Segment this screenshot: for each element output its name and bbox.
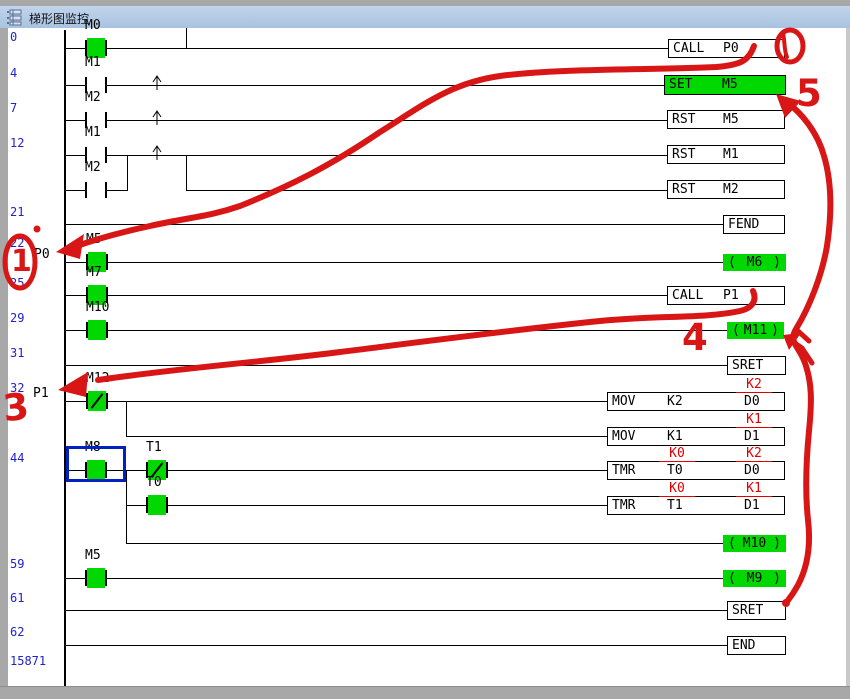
frame-right xyxy=(846,28,850,686)
contact-t0[interactable]: T0 xyxy=(146,476,168,516)
instr-sret[interactable]: SRET xyxy=(727,356,786,375)
contact-m8[interactable]: M8 xyxy=(85,441,107,481)
annotation-number-5: 5 xyxy=(796,72,822,115)
step-number: 0 xyxy=(10,30,18,44)
wire-segment xyxy=(127,155,128,191)
monitor-value: K0 xyxy=(659,446,695,462)
wire-segment xyxy=(64,262,723,263)
wire-segment xyxy=(126,470,127,544)
coil-m11[interactable]: (M11) xyxy=(727,322,784,339)
step-number: 21 xyxy=(10,205,25,219)
pointer-label-p1: P1 xyxy=(33,386,49,401)
step-number: 4 xyxy=(10,66,18,80)
wire-segment xyxy=(64,295,667,296)
contact-t1-nc[interactable]: T1 xyxy=(146,441,168,481)
instr-fend[interactable]: FEND xyxy=(723,215,785,234)
step-number: 12 xyxy=(10,136,25,150)
annotation-number-3: 3 xyxy=(0,384,31,431)
wire-segment xyxy=(64,470,607,471)
rising-edge-icon xyxy=(152,75,162,90)
instr-call-p0[interactable]: CALL P0 xyxy=(668,39,785,58)
step-number: 59 xyxy=(10,557,25,571)
annotation-number-1: 1 xyxy=(11,244,32,279)
annotation-number-4: 4 xyxy=(682,316,708,359)
coil-m10[interactable]: (M10) xyxy=(723,535,786,552)
wire-segment xyxy=(64,48,668,49)
instr-rst-m5[interactable]: RST M5 xyxy=(667,110,785,129)
step-number: 29 xyxy=(10,311,25,325)
rising-edge-icon xyxy=(152,145,162,160)
instr-call-p1[interactable]: CALL P1 xyxy=(667,286,785,305)
wire-segment xyxy=(64,224,723,225)
step-number: 62 xyxy=(10,625,25,639)
ladder-monitor-icon xyxy=(7,9,22,26)
pointer-label-p0: P0 xyxy=(34,247,50,262)
instr-rst-m1[interactable]: RST M1 xyxy=(667,145,785,164)
coil-m9[interactable]: (M9) xyxy=(723,570,786,587)
monitor-value: K1 xyxy=(736,412,772,428)
instr-mov-k2-d0[interactable]: MOV K2 D0 xyxy=(607,392,785,411)
contact-m0[interactable]: M0 xyxy=(85,19,107,59)
contact-m10[interactable]: M10 xyxy=(86,301,109,341)
frame-bottom xyxy=(0,686,850,699)
monitor-value: K0 xyxy=(659,481,695,497)
step-number: 7 xyxy=(10,101,18,115)
left-power-rail xyxy=(64,30,66,686)
step-number: 61 xyxy=(10,591,25,605)
frame-top xyxy=(0,0,850,6)
instr-mov-k1-d1[interactable]: MOV K1 D1 xyxy=(607,427,785,446)
wire-segment xyxy=(126,543,723,544)
wire-segment xyxy=(186,155,187,191)
step-number: 32 xyxy=(10,381,25,395)
wire-segment xyxy=(64,645,727,646)
wire-segment xyxy=(126,505,607,506)
wire-segment xyxy=(64,330,727,331)
wire-segment xyxy=(64,610,727,611)
contact-m2[interactable]: M2 xyxy=(85,161,107,201)
instr-sret[interactable]: SRET xyxy=(727,601,786,620)
instr-tmr-t0[interactable]: TMR T0 D0 xyxy=(607,461,785,480)
selection-cursor[interactable] xyxy=(66,446,126,482)
monitor-value: K1 xyxy=(736,481,772,497)
wire-segment xyxy=(186,28,187,49)
monitor-value: K2 xyxy=(736,377,772,393)
wire-segment xyxy=(126,436,607,437)
instr-set-m5[interactable]: SET M5 xyxy=(664,75,786,95)
step-number: 44 xyxy=(10,451,25,465)
wire-segment xyxy=(186,190,667,191)
step-number: 31 xyxy=(10,346,25,360)
instr-end[interactable]: END xyxy=(727,636,786,655)
window-titlebar[interactable]: 梯形图监控 xyxy=(0,6,850,29)
wire-segment xyxy=(126,401,127,437)
contact-m5[interactable]: M5 xyxy=(85,549,107,589)
wire-segment xyxy=(64,578,723,579)
wire-segment xyxy=(64,401,607,402)
coil-m6[interactable]: (M6) xyxy=(723,254,786,271)
instr-tmr-t1[interactable]: TMR T1 D1 xyxy=(607,496,785,515)
step-number: 15871 xyxy=(10,654,47,668)
window-title: 梯形图监控 xyxy=(29,12,90,26)
instr-rst-m2[interactable]: RST M2 xyxy=(667,180,785,199)
rising-edge-icon xyxy=(152,110,162,125)
monitor-value: K2 xyxy=(736,446,772,462)
wire-segment xyxy=(64,365,727,366)
contact-m12-nc[interactable]: M12 xyxy=(86,372,109,412)
